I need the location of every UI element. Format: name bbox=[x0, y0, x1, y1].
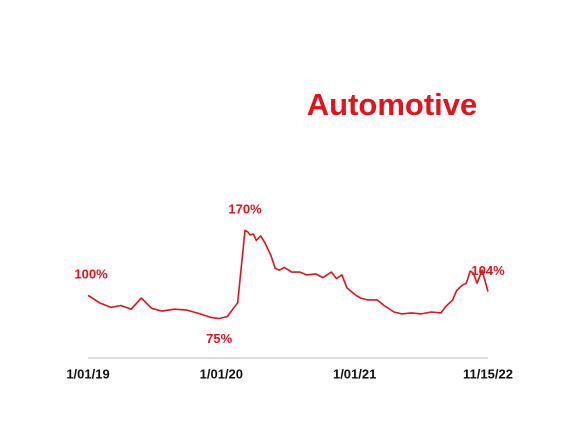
value-label: 104% bbox=[471, 263, 505, 278]
line bbox=[87, 229, 489, 320]
x-tick-label: 11/15/22 bbox=[463, 366, 513, 381]
x-tick-label: 1/01/21 bbox=[333, 366, 376, 381]
value-label: 100% bbox=[74, 267, 108, 282]
x-tick-label: 1/01/20 bbox=[200, 366, 243, 381]
chart-title: Automotive bbox=[307, 87, 478, 122]
value-label: 170% bbox=[228, 202, 262, 217]
value-label: 75% bbox=[206, 331, 232, 346]
x-tick-label: 1/01/19 bbox=[66, 366, 109, 381]
